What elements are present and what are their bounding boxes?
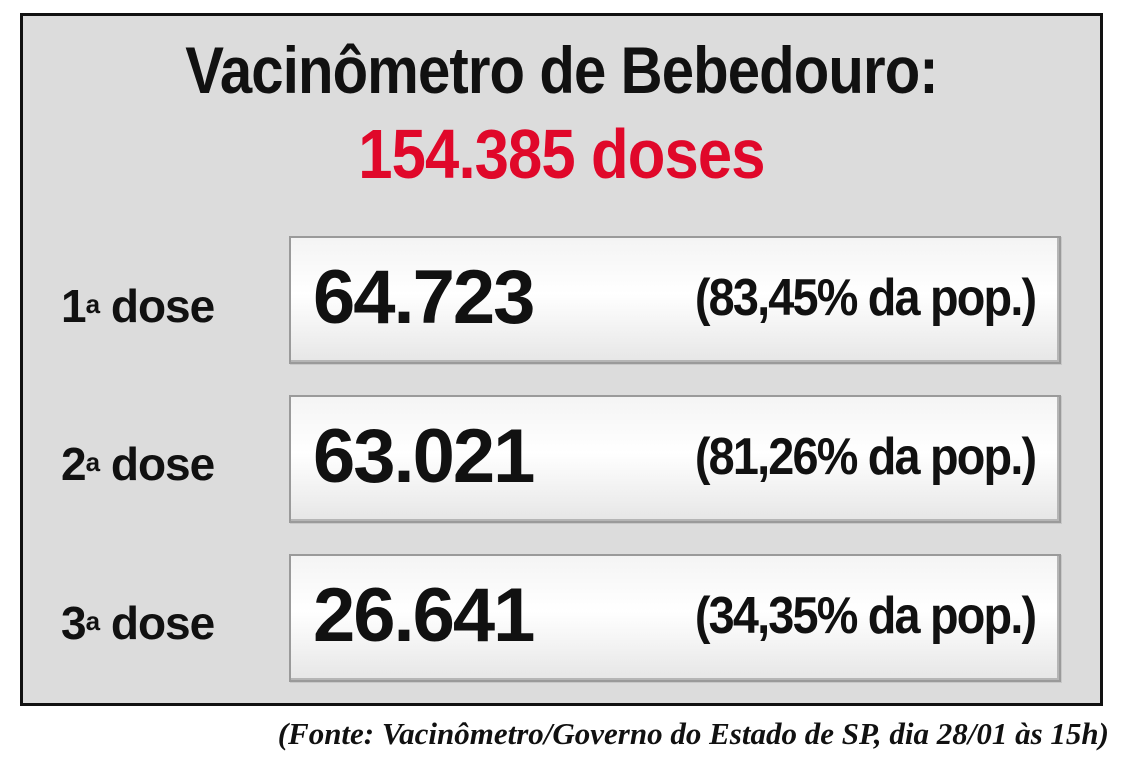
dose-percent-2: (81,26% da pop.)	[694, 428, 1037, 486]
dose-label-3: 3a dose	[61, 597, 215, 649]
total-doses: 154.385 doses	[358, 115, 765, 193]
dose-box-1: 64.723 (83,45% da pop.)	[289, 236, 1061, 364]
dose-count-2: 63.021	[313, 414, 535, 499]
dose-count-1: 64.723	[313, 255, 535, 340]
dose-box-3: 26.641 (34,35% da pop.)	[289, 554, 1061, 682]
dose-label-1: 1a dose	[61, 280, 215, 332]
vaccine-panel: Vacinômetro de Bebedouro: 154.385 doses …	[20, 13, 1103, 706]
panel-title: Vacinômetro de Bebedouro:	[185, 33, 938, 107]
dose-percent-3: (34,35% da pop.)	[694, 587, 1037, 645]
dose-percent-1: (83,45% da pop.)	[694, 269, 1037, 327]
dose-box-2: 63.021 (81,26% da pop.)	[289, 395, 1061, 523]
dose-count-3: 26.641	[313, 573, 535, 658]
dose-label-2: 2a dose	[61, 438, 215, 490]
source-note: (Fonte: Vacinômetro/Governo do Estado de…	[277, 716, 1109, 751]
